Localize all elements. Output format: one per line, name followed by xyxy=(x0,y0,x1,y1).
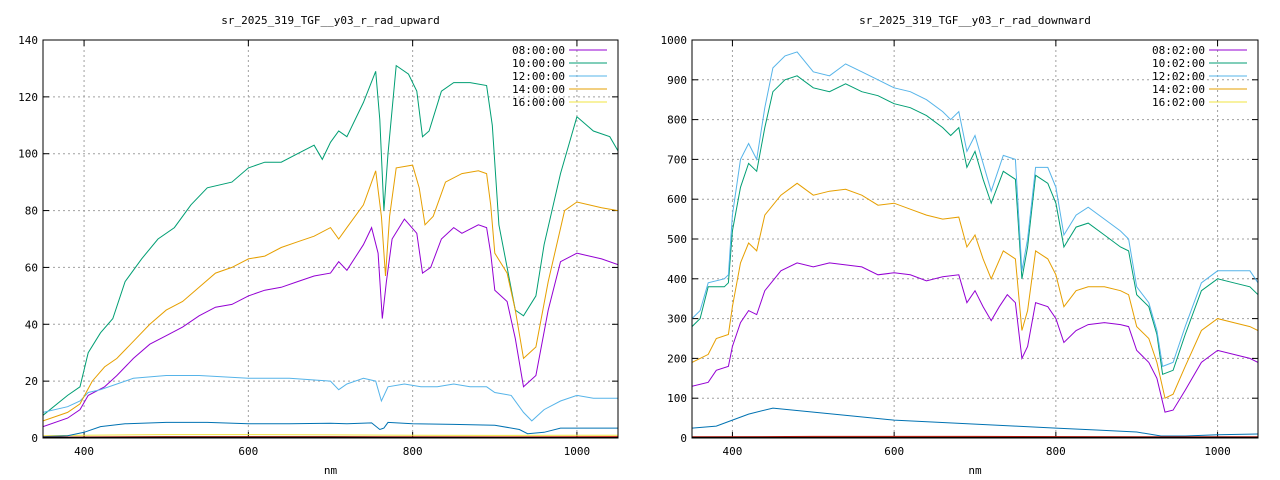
legend-label: 12:02:00 xyxy=(1152,70,1205,83)
chart-downward: sr_2025_319_TGF__y03_r_rad_downward 400 60… xyxy=(661,14,1259,477)
x-tick-label: 800 xyxy=(1046,445,1066,458)
x-axis-label: nm xyxy=(324,464,338,477)
legend-label: 14:02:00 xyxy=(1152,83,1205,96)
x-tick-label: 600 xyxy=(884,445,904,458)
y-tick-label: 0 xyxy=(680,432,687,445)
y-tick-label: 700 xyxy=(667,153,687,166)
legend-label: 08:02:00 xyxy=(1152,44,1205,57)
series-line xyxy=(43,218,618,428)
plot-frame xyxy=(691,39,1259,439)
legend-label: 16:00:00 xyxy=(512,96,565,109)
y-tick-label: 800 xyxy=(667,114,687,127)
series-line xyxy=(43,64,618,416)
legend-label: 16:02:00 xyxy=(1152,96,1205,109)
y-tick-label: 900 xyxy=(667,74,687,87)
x-axis-label: nm xyxy=(968,464,982,477)
y-tick-label: 400 xyxy=(667,273,687,286)
plot-frame xyxy=(42,39,619,439)
y-tick-label: 300 xyxy=(667,313,687,326)
series-line xyxy=(692,51,1258,368)
legend-label: 08:00:00 xyxy=(512,44,565,57)
series-line xyxy=(692,182,1258,399)
chart-panel-downward: sr_2025_319_TGF__y03_r_rad_downward 400 60… xyxy=(640,0,1280,480)
series-line xyxy=(43,164,618,422)
x-tick-label: 1000 xyxy=(1204,445,1231,458)
y-tick-label: 40 xyxy=(25,318,38,331)
chart-title: sr_2025_319_TGF__y03_r_rad_upward xyxy=(221,14,440,27)
x-tick-label: 600 xyxy=(238,445,258,458)
legend-label: 14:00:00 xyxy=(512,83,565,96)
series-line xyxy=(43,421,618,438)
legend-label: 10:02:00 xyxy=(1152,57,1205,70)
y-tick-label: 20 xyxy=(25,375,38,388)
y-tick-label: 0 xyxy=(31,432,38,445)
series-line xyxy=(692,407,1258,437)
series-line xyxy=(43,375,618,422)
series-group xyxy=(692,51,1258,438)
y-tick-label: 100 xyxy=(667,392,687,405)
x-tick-label: 400 xyxy=(74,445,94,458)
x-tick-label: 400 xyxy=(722,445,742,458)
series-group xyxy=(43,64,618,438)
y-tick-label: 500 xyxy=(667,233,687,246)
y-tick-label: 1000 xyxy=(661,34,688,47)
x-tick-label: 1000 xyxy=(564,445,591,458)
y-tick-label: 600 xyxy=(667,193,687,206)
chart-title: sr_2025_319_TGF__y03_r_rad_downward xyxy=(859,14,1091,27)
x-tick-label: 800 xyxy=(403,445,423,458)
series-line xyxy=(43,434,618,437)
legend-label: 10:00:00 xyxy=(512,57,565,70)
chart-panel-upward: sr_2025_319_TGF__y03_r_rad_upward 400 600 8… xyxy=(18,14,619,477)
y-tick-label: 200 xyxy=(667,352,687,365)
y-tick-label: 140 xyxy=(18,34,38,47)
y-tick-label: 80 xyxy=(25,205,38,218)
series-line xyxy=(692,75,1258,375)
legend-label: 12:00:00 xyxy=(512,70,565,83)
y-tick-label: 120 xyxy=(18,91,38,104)
y-tick-label: 60 xyxy=(25,261,38,274)
series-line xyxy=(692,262,1258,413)
y-tick-label: 100 xyxy=(18,148,38,161)
